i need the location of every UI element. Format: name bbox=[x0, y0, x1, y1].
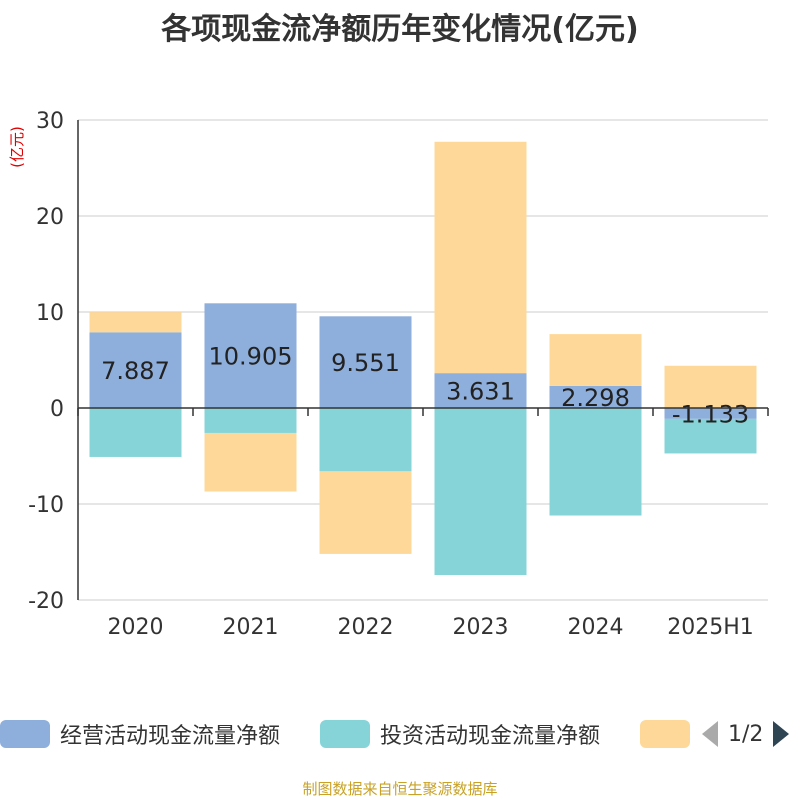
bar-3-2022 bbox=[319, 471, 412, 554]
y-tick-label: 10 bbox=[36, 301, 64, 326]
data-label-2025H1: -1.133 bbox=[672, 400, 749, 428]
legend-swatch-investing bbox=[320, 720, 370, 748]
bar-3-2021 bbox=[204, 432, 297, 492]
legend-item-operating[interactable]: 经营活动现金流量净额 bbox=[0, 718, 280, 750]
bar-3-2023 bbox=[434, 141, 527, 374]
y-tick-label: 0 bbox=[50, 397, 64, 422]
bar-3-2024 bbox=[549, 334, 642, 386]
bar-2-2024 bbox=[549, 408, 642, 516]
legend-item-investing[interactable]: 投资活动现金流量净额 bbox=[320, 718, 600, 750]
y-tick-label: -20 bbox=[28, 589, 64, 614]
y-tick-label: 30 bbox=[36, 109, 64, 134]
legend-label-investing: 投资活动现金流量净额 bbox=[380, 724, 601, 749]
y-tick-label: 20 bbox=[36, 205, 64, 230]
chart-title: 各项现金流净额历年变化情况(亿元) bbox=[161, 12, 639, 47]
legend-swatch-third bbox=[640, 720, 690, 748]
bar-1-2020 bbox=[89, 332, 182, 408]
bar-1-2021 bbox=[204, 303, 297, 408]
legend-label-operating: 经营活动现金流量净额 bbox=[60, 724, 281, 749]
pager-text: 1/2 bbox=[728, 721, 764, 747]
bar-3-2025H1 bbox=[664, 365, 757, 408]
pager-prev-icon[interactable] bbox=[700, 719, 720, 749]
y-axis-label: (亿元) bbox=[8, 126, 26, 168]
data-label-2022: 9.551 bbox=[331, 349, 400, 377]
bar-2-2021 bbox=[204, 408, 297, 433]
x-tick-label-2024: 2024 bbox=[568, 615, 624, 640]
bar-2-2022 bbox=[319, 408, 412, 472]
bar-3-2020 bbox=[89, 312, 182, 333]
bar-1-2023 bbox=[434, 373, 527, 408]
x-tick-label-2025H1: 2025H1 bbox=[667, 615, 754, 640]
x-tick-label-2022: 2022 bbox=[338, 615, 394, 640]
legend-pager: 1/2 bbox=[700, 716, 791, 752]
legend-item-third[interactable] bbox=[640, 718, 700, 750]
legend-swatch-operating bbox=[0, 720, 50, 748]
bar-1-2024 bbox=[549, 385, 642, 408]
x-tick-label-2021: 2021 bbox=[223, 615, 279, 640]
bar-1-2025H1 bbox=[664, 408, 757, 419]
pager-next-icon[interactable] bbox=[771, 719, 791, 749]
y-tick-label: -10 bbox=[28, 493, 64, 518]
x-tick-label-2020: 2020 bbox=[108, 615, 164, 640]
bar-2-2020 bbox=[89, 408, 182, 457]
bar-2-2025H1 bbox=[664, 418, 757, 454]
bar-1-2022 bbox=[319, 316, 412, 408]
bar-2-2023 bbox=[434, 408, 527, 576]
x-tick-label-2023: 2023 bbox=[453, 615, 509, 640]
data-label-2020: 7.887 bbox=[101, 357, 170, 385]
data-label-2021: 10.905 bbox=[209, 343, 293, 371]
data-label-2023: 3.631 bbox=[446, 378, 515, 406]
footer-source: 制图数据来自恒生聚源数据库 bbox=[302, 780, 498, 798]
